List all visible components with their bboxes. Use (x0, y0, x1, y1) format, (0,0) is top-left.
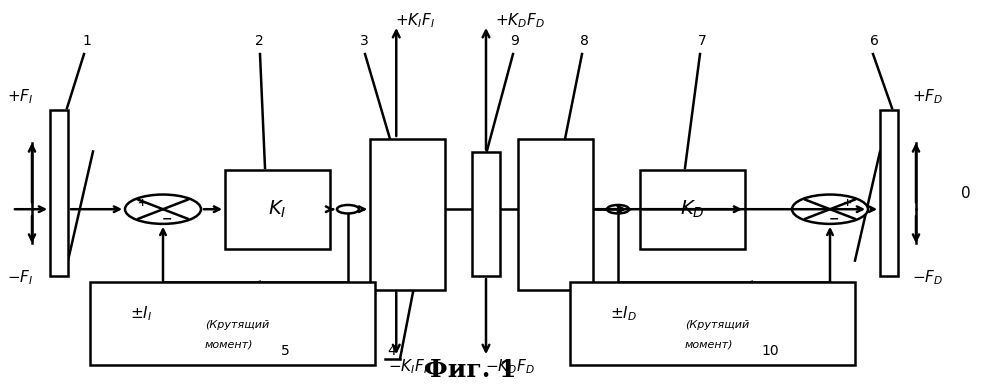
Text: +: + (137, 198, 147, 208)
Text: $+K_D F_D$: $+K_D F_D$ (495, 12, 545, 30)
Bar (50, 110, 68, 276)
Circle shape (125, 195, 201, 224)
Text: 10: 10 (761, 344, 779, 358)
Text: $-K_I F_I$: $-K_I F_I$ (388, 358, 428, 376)
Text: −: − (829, 212, 839, 225)
Text: 7: 7 (698, 34, 707, 48)
Text: $+F_I$: $+F_I$ (7, 87, 33, 106)
Text: (Крутящий: (Крутящий (205, 320, 269, 330)
Text: 8: 8 (580, 34, 589, 48)
Bar (640, 170, 745, 249)
Text: 2: 2 (255, 34, 264, 48)
Text: 5: 5 (281, 344, 289, 358)
Text: 3: 3 (360, 34, 369, 48)
Text: момент): момент) (205, 339, 254, 349)
Bar (472, 152, 500, 276)
Text: 6: 6 (870, 34, 879, 48)
Text: $\pm I_D$: $\pm I_D$ (610, 304, 637, 323)
Text: $K_D$: $K_D$ (680, 199, 705, 220)
Text: Фиг. 1: Фиг. 1 (424, 358, 516, 382)
Text: (Крутящий: (Крутящий (685, 320, 749, 330)
Text: 1: 1 (82, 34, 91, 48)
Text: $-F_D$: $-F_D$ (912, 269, 943, 287)
Bar (518, 139, 593, 290)
Text: −: − (162, 212, 172, 225)
Text: $-F_I$: $-F_I$ (7, 269, 33, 287)
Bar (225, 170, 330, 249)
Text: $\pm I_I$: $\pm I_I$ (130, 304, 152, 323)
Bar (880, 110, 898, 276)
Bar (570, 282, 855, 365)
Bar (90, 282, 375, 365)
Text: $-K_D F_D$: $-K_D F_D$ (485, 358, 535, 376)
Text: 9: 9 (510, 34, 519, 48)
Circle shape (792, 195, 868, 224)
Text: $+K_I F_I$: $+K_I F_I$ (395, 12, 435, 30)
Text: $+F_D$: $+F_D$ (912, 87, 943, 106)
Text: +: + (842, 198, 852, 208)
Text: $K_I$: $K_I$ (268, 199, 287, 220)
Circle shape (337, 205, 359, 213)
Text: 4: 4 (388, 344, 396, 358)
Text: момент): момент) (685, 339, 733, 349)
Text: $0$: $0$ (960, 185, 970, 201)
Circle shape (607, 205, 629, 213)
Bar (370, 139, 445, 290)
